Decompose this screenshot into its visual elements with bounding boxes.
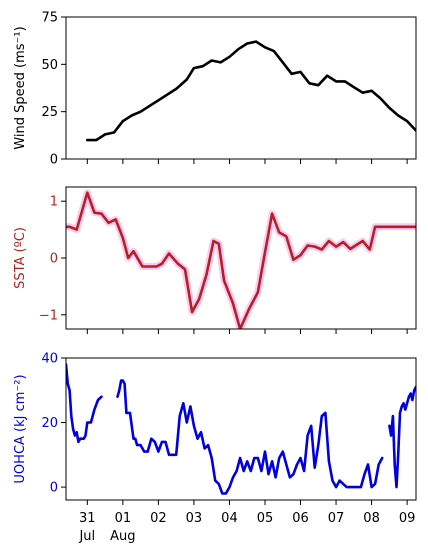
series-line-0 bbox=[66, 363, 103, 444]
y-tick-label: 0 bbox=[50, 153, 58, 168]
axes-frame bbox=[65, 186, 417, 330]
x-tick-sublabel: Aug bbox=[110, 529, 135, 544]
x-tick-label: 02 bbox=[150, 511, 167, 526]
x-tick-label: 04 bbox=[221, 511, 238, 526]
ssta-panel: −1 0 1 SSTA (ºC) bbox=[13, 186, 417, 334]
series-line-0 bbox=[66, 191, 416, 329]
x-tick-label: 07 bbox=[328, 511, 345, 526]
axes-frame bbox=[65, 357, 417, 501]
y-tick-label: 0 bbox=[50, 481, 58, 496]
y-axis-label: UOHCA (kJ cm⁻²) bbox=[13, 374, 28, 483]
y-axis-label: Wind Speed (ms⁻¹) bbox=[13, 26, 28, 149]
y-tick-label: 0 bbox=[50, 252, 58, 267]
series-line-2 bbox=[388, 385, 416, 489]
ssta-uncertainty-band bbox=[66, 189, 416, 329]
uohca-panel: 0 20 40 UOHCA (kJ cm⁻²) 31 Jul 01 Aug 02 03 04 05 06… bbox=[13, 352, 417, 544]
y-tick-label: 20 bbox=[41, 416, 58, 431]
axes-frame bbox=[65, 16, 417, 160]
y-tick-label: −1 bbox=[39, 308, 58, 323]
x-tick-sublabel: Jul bbox=[78, 529, 95, 544]
x-tick-label: 31 bbox=[79, 511, 96, 526]
x-tick-label: 05 bbox=[257, 511, 274, 526]
y-axis-label: SSTA (ºC) bbox=[13, 227, 28, 289]
x-tick-label: 06 bbox=[292, 511, 309, 526]
x-tick-label: 03 bbox=[186, 511, 203, 526]
series-line-0 bbox=[86, 40, 416, 142]
y-tick-label: 50 bbox=[41, 58, 58, 73]
x-tick-label: 09 bbox=[399, 511, 416, 526]
y-tick-label: 40 bbox=[41, 352, 58, 367]
y-tick-label: 25 bbox=[41, 105, 58, 120]
series-line-1 bbox=[116, 379, 384, 495]
x-tick-label: 01 bbox=[115, 511, 132, 526]
x-tick-label: 08 bbox=[363, 511, 380, 526]
y-tick-label: 1 bbox=[50, 195, 58, 210]
y-tick-label: 75 bbox=[41, 11, 58, 26]
wind-speed-panel: 0 25 50 75 Wind Speed (ms⁻¹) bbox=[13, 11, 417, 168]
